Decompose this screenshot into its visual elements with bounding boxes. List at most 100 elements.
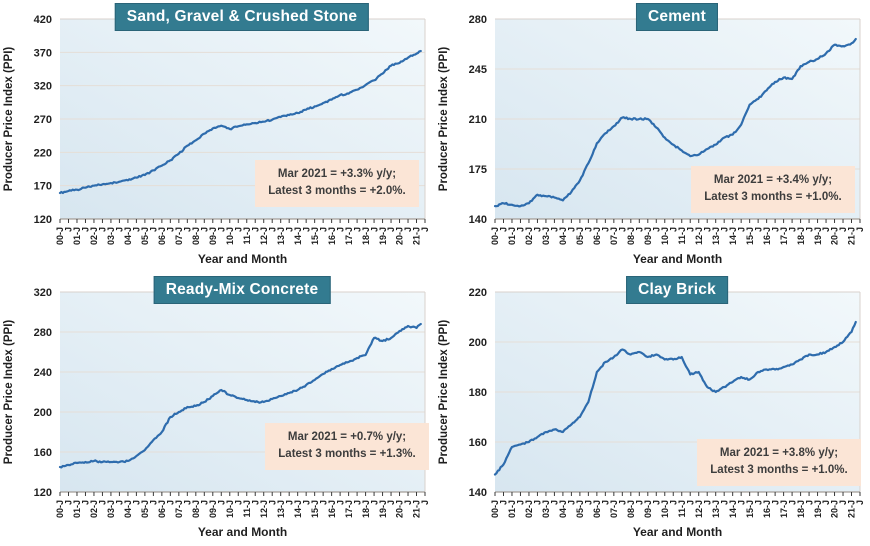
ppi-series-line [493, 37, 857, 208]
annotation-line1: Mar 2021 = +0.7% y/y; [287, 431, 407, 443]
x-tick-label: 18-J [361, 500, 371, 518]
x-tick-label: J [685, 500, 695, 505]
x-tick-label: 14-J [728, 227, 738, 245]
x-tick-label: J [736, 227, 746, 232]
annotation-line2: Latest 3 months = +1.3%. [278, 448, 416, 461]
x-tick-label: 21-J [412, 500, 422, 518]
x-tick-label: J [386, 227, 396, 232]
x-tick-label: 02-J [89, 500, 99, 518]
x-tick-label: J [98, 227, 108, 232]
x-tick-label: 06-J [592, 227, 602, 245]
x-tick-label: 03-J [106, 500, 116, 518]
chart-sand-gravel-crushed-stone: 120 170 220 270 320 370 420 00-J J 01-J J 02-J J 03-J… [0, 0, 435, 273]
x-tick-label: 16-J [762, 227, 772, 245]
x-tick-label: 13-J [276, 500, 286, 518]
y-tick-label: 240 [34, 367, 52, 379]
x-tick-label: J [787, 227, 797, 232]
x-tick-label: 17-J [344, 500, 354, 518]
y-tick-label: 140 [469, 214, 487, 226]
x-tick-label: 16-J [327, 227, 337, 245]
x-tick-label: J [804, 227, 814, 232]
x-tick-label: 09-J [208, 500, 218, 518]
x-tick-label: 01-J [507, 227, 517, 245]
chart-cement: 140 175 210 245 280 00-J J 01-J J 02-J J 03-J J 04-J J… [435, 0, 870, 273]
y-tick-label: 370 [34, 47, 52, 59]
x-tick-label: 04-J [558, 227, 568, 245]
x-tick-label: 07-J [174, 500, 184, 518]
x-tick-label: J [821, 227, 831, 232]
x-tick-label: 17-J [779, 500, 789, 518]
y-tick-label: 200 [469, 337, 487, 349]
x-tick-label: J [318, 227, 328, 232]
y-tick-label: 175 [469, 164, 487, 176]
x-tick-label: J [115, 500, 125, 505]
x-tick-label: J [200, 227, 210, 232]
x-tick-label: 20-J [830, 500, 840, 518]
plot-area-sand-gravel: 12017022027032037042000-JJ01-JJ02-JJ03-J… [3, 14, 430, 266]
x-tick-label: 07-J [609, 500, 619, 518]
x-tick-label: J [216, 500, 226, 505]
annotation-box-sand-gravel: Mar 2021 = +3.3% y/y; Latest 3 months = … [255, 160, 419, 207]
x-tick-label: J [284, 500, 294, 505]
chart-title-sand-gravel: Sand, Gravel & Crushed Stone [114, 3, 370, 32]
x-tick-label: J [635, 227, 645, 232]
x-tick-label: 11-J [677, 227, 687, 245]
x-tick-label: J [115, 227, 125, 232]
x-tick-label: J [618, 500, 628, 505]
y-tick-label: 120 [34, 214, 52, 226]
x-tick-label: 12-J [259, 227, 269, 245]
chart-title-ready-mix: Ready-Mix Concrete [153, 276, 331, 305]
x-tick-label: 18-J [796, 500, 806, 518]
x-tick-label: J [787, 500, 797, 505]
x-tick-label: J [838, 500, 848, 505]
x-tick-label: J [702, 500, 712, 505]
x-tick-label: J [719, 227, 729, 232]
x-tick-label: 01-J [507, 500, 517, 518]
x-tick-label: 21-J [412, 227, 422, 245]
x-tick-label: 09-J [643, 500, 653, 518]
x-tick-label: J [855, 227, 865, 232]
x-axis-title: Year and Month [633, 252, 722, 266]
x-tick-label: 14-J [293, 227, 303, 245]
y-tick-label: 170 [34, 181, 52, 193]
x-tick-label: J [567, 500, 577, 505]
x-tick-label: 10-J [225, 500, 235, 518]
x-tick-label: J [533, 500, 543, 505]
x-tick-label: 03-J [106, 227, 116, 245]
x-tick-label: 02-J [524, 227, 534, 245]
x-tick-label: 03-J [541, 227, 551, 245]
y-tick-label: 320 [34, 81, 52, 93]
x-tick-label: 00-J [490, 500, 500, 518]
ppi-series-line [493, 320, 857, 476]
x-tick-label: J [352, 227, 362, 232]
x-tick-label: J [601, 500, 611, 505]
x-tick-label: 14-J [728, 500, 738, 518]
x-tick-label: 19-J [813, 227, 823, 245]
x-tick-label: 00-J [55, 227, 65, 245]
x-tick-label: 15-J [745, 227, 755, 245]
x-tick-label: 06-J [157, 227, 167, 245]
x-tick-label: 07-J [609, 227, 619, 245]
x-tick-label: J [369, 500, 379, 505]
y-axis-title: Producer Price Index (PPI) [3, 47, 15, 192]
x-tick-label: 05-J [140, 227, 150, 245]
x-tick-label: 09-J [643, 227, 653, 245]
ppi-series-line [58, 49, 422, 195]
y-tick-label: 320 [34, 287, 52, 299]
x-tick-label: 17-J [344, 227, 354, 245]
x-tick-label: 01-J [72, 500, 82, 518]
x-tick-label: J [335, 227, 345, 232]
x-tick-label: J [668, 227, 678, 232]
y-axis-title: Producer Price Index (PPI) [438, 320, 450, 465]
x-tick-label: 02-J [89, 227, 99, 245]
y-tick-label: 420 [34, 14, 52, 26]
x-tick-label: J [753, 227, 763, 232]
x-tick-label: J [584, 227, 594, 232]
x-tick-label: J [668, 500, 678, 505]
x-tick-label: J [98, 500, 108, 505]
x-tick-label: J [403, 227, 413, 232]
x-tick-label: J [386, 500, 396, 505]
x-tick-label: 15-J [310, 500, 320, 518]
y-tick-label: 280 [34, 327, 52, 339]
x-tick-label: J [499, 500, 509, 505]
